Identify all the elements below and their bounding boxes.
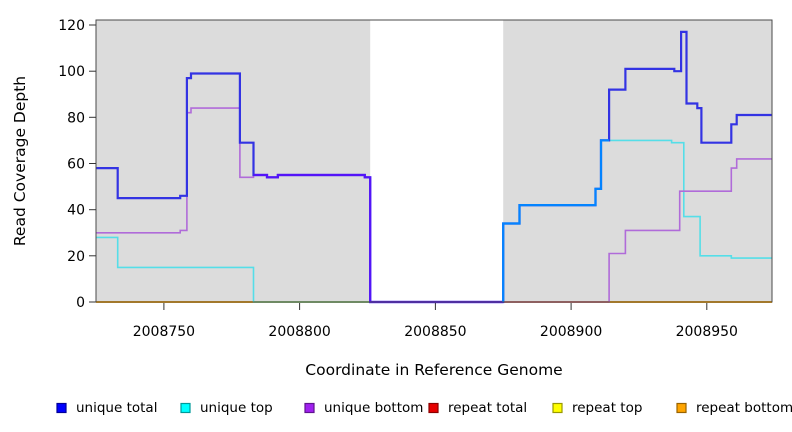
legend-swatch-repeat-bottom [676, 402, 687, 414]
y-axis-title: Read Coverage Depth [11, 76, 29, 246]
y-tick-label: 0 [76, 295, 85, 311]
x-tick-label: 2008850 [404, 324, 466, 340]
legend-label: repeat top [572, 400, 642, 416]
x-axis-title: Coordinate in Reference Genome [305, 361, 562, 379]
series-blend-unique-total [253, 173, 504, 304]
plot-border [95, 19, 773, 303]
legend-swatch-unique-bottom [304, 402, 315, 414]
x-axis: 2008750 2008800 2008850 2008900 2008950 [133, 303, 738, 340]
x-tick-label: 2008900 [540, 324, 602, 340]
legend-label: unique top [200, 400, 273, 416]
y-tick-label: 80 [67, 110, 85, 126]
legend-item-unique-total: unique total [56, 400, 157, 416]
legend-swatch-repeat-top [552, 402, 563, 414]
legend-label: repeat bottom [696, 400, 792, 416]
legend-item-repeat-top: repeat top [552, 400, 642, 416]
legend: unique total unique top unique bottom repea… [56, 400, 792, 416]
legend-label: unique bottom [324, 400, 423, 416]
legend-label: repeat total [448, 400, 527, 416]
y-tick-label: 100 [58, 64, 85, 80]
y-tick-label: 60 [67, 157, 85, 173]
legend-swatch-unique-top [180, 402, 191, 414]
y-tick-label: 20 [67, 249, 85, 265]
legend-item-repeat-bottom: repeat bottom [676, 400, 792, 416]
y-tick-label: 120 [58, 18, 85, 34]
y-tick-label: 40 [67, 203, 85, 219]
legend-swatch-unique-total [56, 402, 67, 414]
legend-item-unique-top: unique top [180, 400, 273, 416]
legend-swatch-repeat-total [428, 402, 439, 414]
x-tick-label: 2008750 [133, 324, 195, 340]
x-tick-label: 2008800 [268, 324, 330, 340]
series-blend-unique-total [502, 139, 610, 302]
y-axis: 0 20 40 60 80 100 120 [58, 18, 96, 311]
legend-label: unique total [76, 400, 157, 416]
x-tick-label: 2008950 [676, 324, 738, 340]
legend-item-unique-bottom: unique bottom [304, 400, 423, 416]
legend-item-repeat-total: repeat total [428, 400, 527, 416]
masked-region [370, 20, 504, 302]
